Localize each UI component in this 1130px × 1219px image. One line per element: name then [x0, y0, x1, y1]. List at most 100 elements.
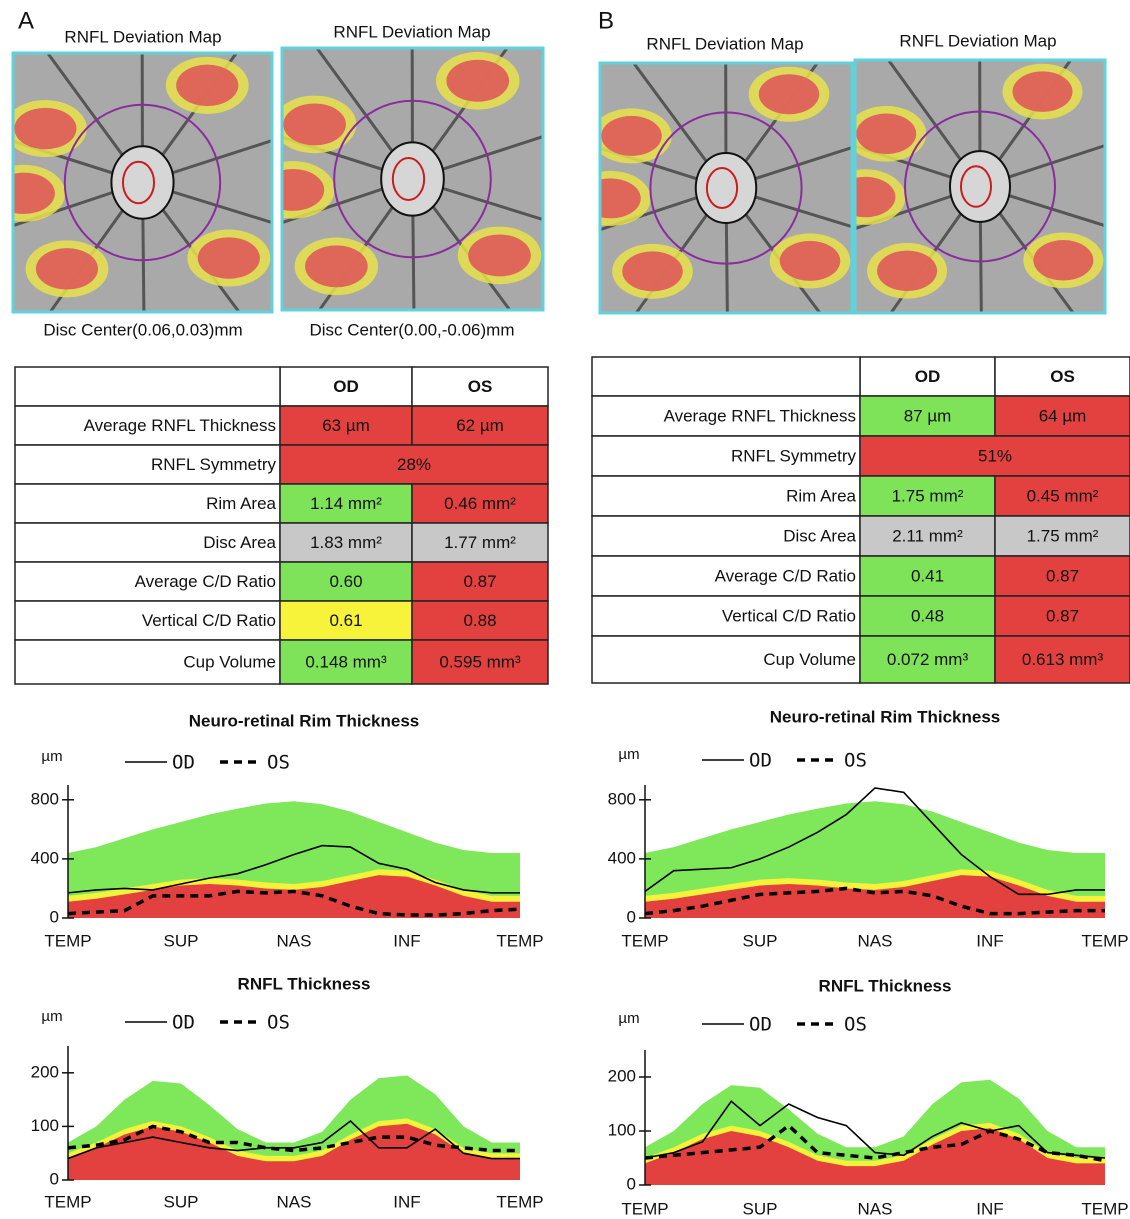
x-tick-label: INF [393, 1192, 420, 1211]
cell-value: 1.77 mm² [444, 533, 516, 552]
map-title: RNFL Deviation Map [646, 34, 803, 53]
y-tick-label: 0 [627, 1174, 636, 1193]
cell-value: 0.87 [463, 572, 496, 591]
legend-label: OS [844, 1014, 867, 1036]
x-tick-label: TEMP [44, 931, 91, 950]
defect-red [198, 237, 260, 278]
defect-red [36, 248, 98, 289]
row-label: Disc Area [203, 533, 276, 552]
y-tick-label: 200 [31, 1062, 59, 1081]
cell-value: 1.75 mm² [1027, 526, 1099, 545]
column-header: OD [333, 377, 359, 396]
x-tick-label: INF [976, 931, 1003, 950]
y-tick-label: 100 [608, 1120, 636, 1139]
header-cell [592, 357, 860, 396]
row-label: RNFL Symmetry [731, 446, 856, 465]
cell-value: 0.60 [329, 572, 362, 591]
x-tick-label: NAS [277, 1192, 312, 1211]
y-tick-label: 100 [31, 1116, 59, 1135]
cell-value: 0.072 mm³ [887, 650, 969, 669]
chart-title: RNFL Thickness [238, 974, 371, 993]
row-label: Average RNFL Thickness [84, 416, 276, 435]
row-label: Vertical C/D Ratio [142, 611, 276, 630]
cell-value: 0.46 mm² [444, 494, 516, 513]
legend-label: OS [267, 752, 290, 774]
map-title: RNFL Deviation Map [64, 27, 221, 46]
defect-red [780, 241, 840, 281]
column-header: OS [468, 377, 493, 396]
column-header: OD [915, 367, 941, 386]
defect-red [601, 116, 661, 156]
x-tick-label: INF [976, 1199, 1003, 1218]
x-tick-label: SUP [164, 931, 199, 950]
row-label: Average RNFL Thickness [664, 406, 856, 425]
legend-label: OS [844, 750, 867, 772]
y-tick-label: 400 [31, 848, 59, 867]
row-label: Average C/D Ratio [135, 572, 276, 591]
defect-red [468, 234, 531, 276]
defect-red [283, 103, 346, 145]
cell-value: 1.75 mm² [892, 486, 964, 505]
cell-value: 1.83 mm² [310, 533, 382, 552]
cell-value: 0.61 [329, 611, 362, 630]
cell-value: 0.48 [911, 606, 944, 625]
row-label: Disc Area [783, 526, 856, 545]
defect-red [305, 245, 368, 287]
cell-value: 0.613 mm³ [1022, 650, 1104, 669]
y-unit: µm [618, 1010, 639, 1027]
defect-red [446, 60, 509, 102]
figure: A B RNFL Deviation MapDisc Center(0.06,0… [0, 0, 1130, 1219]
row-label: Vertical C/D Ratio [722, 606, 856, 625]
defect-red [1033, 240, 1093, 280]
cell-value: 0.87 [1046, 606, 1079, 625]
map-title: RNFL Deviation Map [333, 22, 490, 41]
cell-value: 87 µm [904, 406, 952, 425]
y-tick-label: 800 [31, 789, 59, 808]
cell-value: 0.148 mm³ [305, 652, 387, 671]
x-tick-label: INF [393, 931, 420, 950]
map-title: RNFL Deviation Map [899, 31, 1056, 50]
row-label: Cup Volume [183, 652, 276, 671]
cell-value: 0.87 [1046, 566, 1079, 585]
defect-red [877, 251, 937, 291]
x-tick-label: SUP [164, 1192, 199, 1211]
defect-red [14, 108, 76, 149]
x-tick-label: NAS [277, 931, 312, 950]
disc-margin [381, 142, 444, 215]
cell-value: 0.595 mm³ [439, 652, 521, 671]
disc-margin [696, 153, 756, 223]
chart: RNFL ThicknessµmODOS0100200TEMPSUPNASINF… [31, 974, 544, 1211]
y-tick-label: 0 [50, 1169, 59, 1188]
cell-value: 0.88 [463, 611, 496, 630]
cell-value: 0.41 [911, 566, 944, 585]
x-tick-label: TEMP [1081, 931, 1128, 950]
x-tick-label: TEMP [1081, 1199, 1128, 1218]
row-label: Cup Volume [763, 650, 856, 669]
cell-value: 51% [978, 446, 1012, 465]
y-unit: µm [618, 746, 639, 763]
row-label: Rim Area [786, 486, 856, 505]
cell-value: 64 µm [1039, 406, 1087, 425]
row-label: Average C/D Ratio [715, 566, 856, 585]
cell-value: 28% [397, 455, 431, 474]
column-header: OS [1050, 367, 1075, 386]
y-tick-label: 200 [608, 1066, 636, 1085]
chart-title: RNFL Thickness [819, 976, 952, 995]
cell-value: 0.45 mm² [1027, 486, 1099, 505]
defect-red [580, 178, 640, 218]
y-tick-label: 400 [608, 848, 636, 867]
panel-label: A [18, 7, 34, 34]
row-label: RNFL Symmetry [151, 455, 276, 474]
map-caption: Disc Center(0.06,0.03)mm [43, 320, 242, 339]
y-unit: µm [41, 1008, 62, 1025]
y-unit: µm [41, 748, 62, 765]
x-tick-label: NAS [858, 1199, 893, 1218]
x-tick-label: SUP [743, 931, 778, 950]
cell-value: 1.14 mm² [310, 494, 382, 513]
legend-label: OS [267, 1012, 290, 1034]
defect-red [759, 74, 819, 114]
x-tick-label: TEMP [496, 1192, 543, 1211]
disc-margin [950, 151, 1010, 222]
